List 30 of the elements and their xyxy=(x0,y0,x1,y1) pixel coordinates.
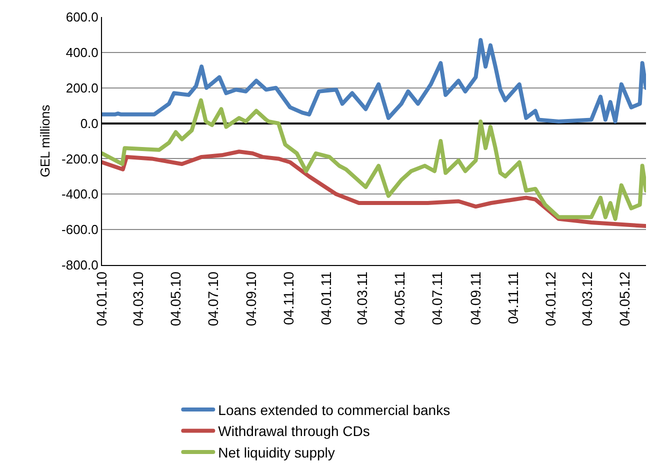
x-tick-label: 04.05.12 xyxy=(616,271,633,326)
y-tick-label: 0.0 xyxy=(80,116,98,131)
y-tick-label: -200.0 xyxy=(62,151,98,166)
line-series xyxy=(102,98,646,221)
x-tick-label: 04.07.10 xyxy=(204,271,221,326)
x-tick-label: 04.01.10 xyxy=(94,271,110,326)
legend-label: Loans extended to commercial banks xyxy=(218,402,450,418)
line-series xyxy=(102,150,646,228)
x-tick-label: 04.03.11 xyxy=(354,271,370,326)
y-tick-label: 200.0 xyxy=(66,80,98,96)
y-axis-title: GEL millions xyxy=(37,104,52,178)
legend-label: Net liquidity supply xyxy=(218,444,335,460)
y-tick-label: 400.0 xyxy=(66,44,98,60)
x-tick-label: 04.03.12 xyxy=(579,271,596,326)
x-tick-label: 04.11.10 xyxy=(280,271,296,326)
y-tick-label: -400.0 xyxy=(62,186,98,202)
x-tick-label: 04.09.10 xyxy=(242,271,259,326)
x-tick-label: 04.01.11 xyxy=(318,271,334,326)
y-tick-label: -600.0 xyxy=(62,222,98,238)
x-tick-label: 04.05.11 xyxy=(392,271,408,326)
x-tick-label: 04.09.11 xyxy=(467,271,484,326)
y-tick-label: -800.0 xyxy=(62,258,98,273)
legend-label: Withdrawal through CDs xyxy=(218,423,370,440)
x-tick-label: 04.03.10 xyxy=(130,271,146,326)
x-tick-label: 04.11.11 xyxy=(504,271,521,324)
line-series xyxy=(102,38,646,124)
x-tick-label: 04.01.12 xyxy=(542,271,558,326)
x-tick-label: 04.05.10 xyxy=(167,271,184,326)
y-tick-label: 600.0 xyxy=(66,10,98,25)
x-tick-label: 04.07.11 xyxy=(429,271,446,326)
